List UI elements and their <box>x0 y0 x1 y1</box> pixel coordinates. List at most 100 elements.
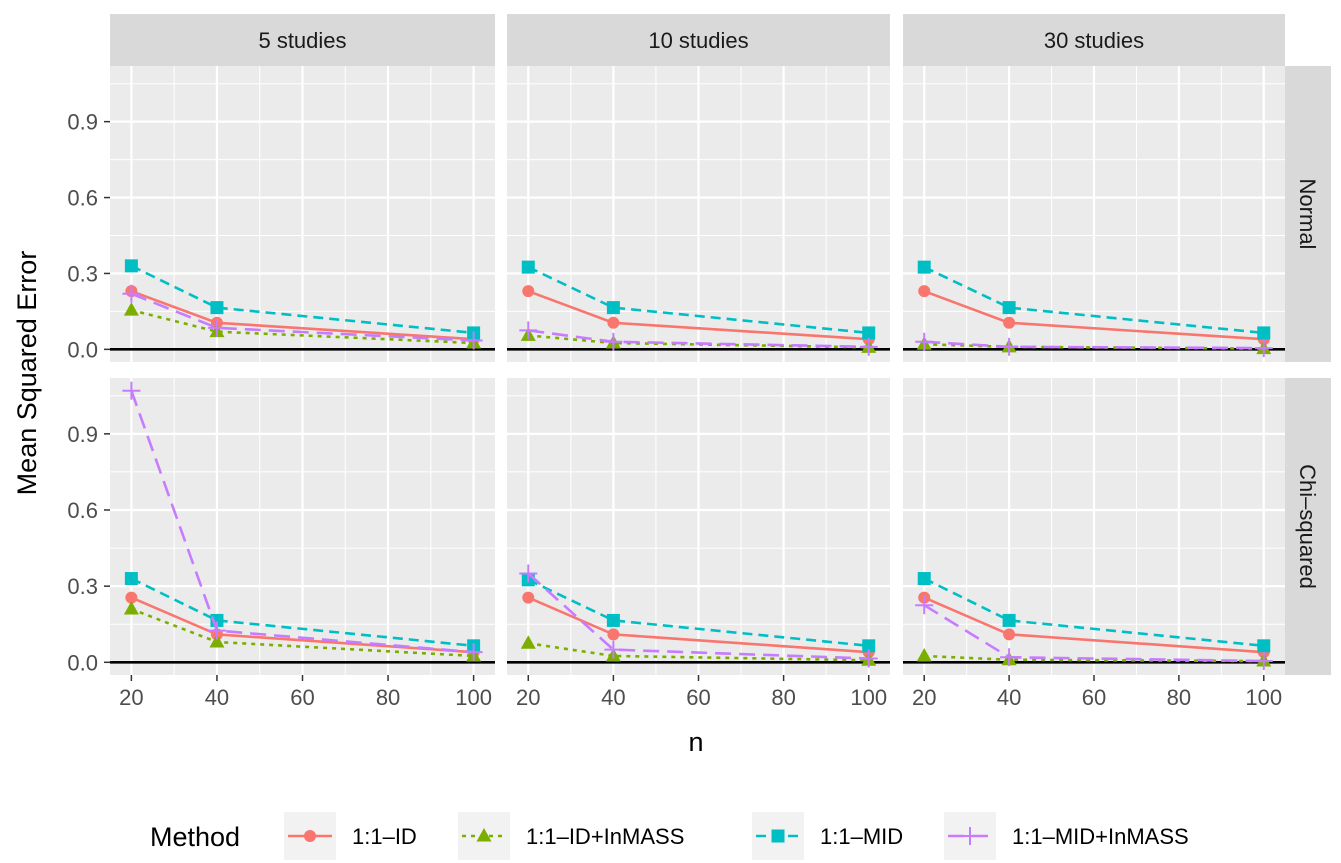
legend-item: 1:1–MID <box>752 812 903 860</box>
data-point-triangle <box>209 634 225 648</box>
data-point-square <box>917 260 931 274</box>
data-point-square <box>124 572 138 586</box>
x-tick-label: 40 <box>997 685 1021 710</box>
data-point-circle <box>125 591 138 604</box>
facet-strip-column <box>507 14 890 66</box>
data-point-circle <box>1003 316 1016 329</box>
y-axis: 0.0 0.3 0.6 0.9 0.0 0.3 0.6 0.9 <box>67 110 110 675</box>
data-point-square <box>521 260 535 274</box>
legend-label: 1:1–MID <box>820 824 903 849</box>
series-line <box>923 265 1264 335</box>
panel-0-1 <box>507 66 890 362</box>
data-point-plus <box>1000 648 1019 667</box>
series-line <box>130 292 474 342</box>
legend: Method 1:1–ID 1:1–ID+InMASS 1:1–MID 1:1–MID… <box>150 812 1189 860</box>
panels: 5 studies 10 studies 30 studies Normal Chi–s… <box>110 14 1331 675</box>
data-point-circle <box>607 628 620 641</box>
panel-1-0 <box>110 378 495 675</box>
panel-series-1-0 <box>122 381 483 662</box>
data-point-plus <box>207 318 226 337</box>
data-point-square <box>1257 326 1271 340</box>
data-point-plus <box>604 332 623 351</box>
x-tick-label: 100 <box>850 685 887 710</box>
facet-strip-column <box>903 14 1285 66</box>
panel-1-2 <box>903 378 1285 675</box>
legend-item: 1:1–ID+InMASS <box>458 812 684 860</box>
legend-label: 1:1–ID+InMASS <box>526 824 684 849</box>
data-point-triangle <box>476 828 492 842</box>
y-tick-label: 0.0 <box>67 650 98 675</box>
panel-series-0-2 <box>915 260 1273 358</box>
data-point-plus <box>1254 339 1273 358</box>
data-point-circle <box>522 591 535 604</box>
series-line <box>131 308 474 345</box>
data-point-plus <box>519 321 538 340</box>
y-tick-label: 0.6 <box>67 186 98 211</box>
data-point-plus <box>207 621 226 640</box>
data-point-square <box>862 639 876 653</box>
legend-item: 1:1–MID+InMASS <box>944 812 1189 860</box>
series-line <box>923 577 1264 648</box>
x-axis: 20 40 60 80 100 20 40 60 80 100 20 40 60 80 100 <box>119 675 1282 710</box>
data-point-square <box>1002 613 1016 627</box>
series-line <box>527 572 869 660</box>
legend-title: Method <box>150 822 240 852</box>
data-point-triangle <box>916 647 932 662</box>
data-point-plus <box>519 564 538 583</box>
panel-0-2 <box>903 66 1285 362</box>
x-tick-label: 20 <box>912 685 936 710</box>
data-point-square <box>606 613 620 627</box>
facet-label-row: Normal <box>1295 179 1320 250</box>
data-point-circle <box>522 285 535 298</box>
series-line <box>527 265 869 335</box>
data-point-circle <box>607 316 620 329</box>
x-tick-label: 40 <box>205 685 229 710</box>
x-tick-label: 60 <box>290 685 314 710</box>
y-tick-label: 0.3 <box>67 261 98 286</box>
panel-series-0-1 <box>519 260 878 356</box>
data-point-square <box>210 301 224 315</box>
data-point-circle <box>304 830 316 842</box>
panel-series-1-1 <box>519 564 878 668</box>
data-point-square <box>1002 301 1016 315</box>
facet-strip-column <box>110 14 495 66</box>
x-tick-label: 100 <box>1245 685 1282 710</box>
data-point-square <box>862 326 876 340</box>
data-point-plus <box>915 332 934 351</box>
data-point-plus <box>464 643 483 662</box>
facet-label-row: Chi–squared <box>1295 464 1320 589</box>
y-axis-title: Mean Squared Error <box>12 251 42 496</box>
facet-label-column: 10 studies <box>648 28 748 53</box>
facet-strip-row <box>1285 66 1331 362</box>
x-tick-label: 60 <box>1082 685 1106 710</box>
x-tick-label: 80 <box>1167 685 1191 710</box>
data-point-plus <box>859 649 878 668</box>
legend-label: 1:1–ID <box>352 824 417 849</box>
x-tick-label: 20 <box>516 685 540 710</box>
y-tick-label: 0.9 <box>67 110 98 135</box>
facet-strip-row <box>1285 378 1331 675</box>
x-tick-label: 40 <box>601 685 625 710</box>
x-tick-label: 20 <box>119 685 143 710</box>
data-point-plus <box>961 827 979 845</box>
data-point-plus <box>122 381 141 400</box>
data-point-triangle <box>520 635 536 649</box>
data-point-square <box>917 572 931 586</box>
facet-label-column: 5 studies <box>258 28 346 53</box>
data-point-triangle <box>123 601 139 615</box>
data-point-triangle <box>123 302 139 316</box>
data-point-circle <box>918 285 931 298</box>
data-point-square <box>771 829 785 843</box>
legend-item: 1:1–ID <box>284 812 417 860</box>
x-tick-label: 60 <box>686 685 710 710</box>
data-point-plus <box>1000 337 1019 356</box>
y-tick-label: 0.0 <box>67 337 98 362</box>
series-line <box>528 334 869 349</box>
panel-0-0 <box>110 66 495 362</box>
data-point-square <box>606 301 620 315</box>
data-point-square <box>1257 639 1271 653</box>
y-tick-label: 0.6 <box>67 498 98 523</box>
data-point-plus <box>122 284 141 303</box>
x-tick-label: 80 <box>771 685 795 710</box>
